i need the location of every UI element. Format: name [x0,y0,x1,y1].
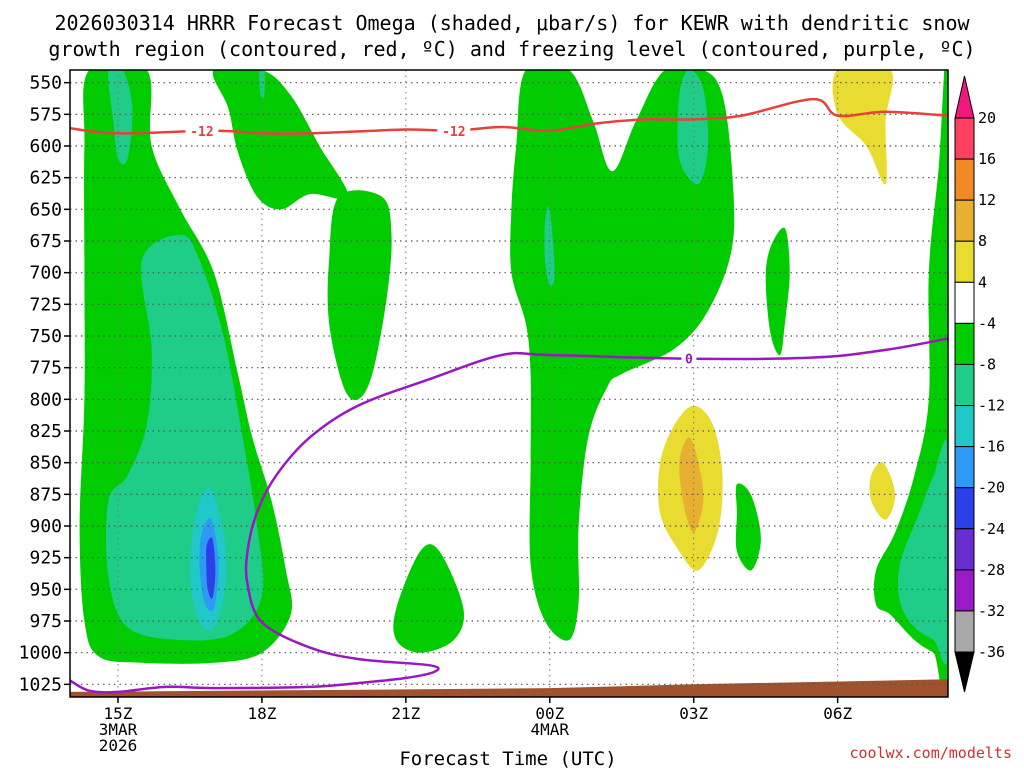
omega-green-blob-0430z [765,227,790,356]
y-tick-label-675: 675 [29,231,62,252]
chart-title-line-1: 2026030314 HRRR Forecast Omega (shaded, … [54,11,970,35]
y-tick-label-775: 775 [29,358,62,379]
x-tick-label-3mar: 3MAR [99,720,138,739]
colorbar-label--28: -28 [978,561,1005,579]
colorbar-label--20: -20 [978,479,1005,497]
colorbar-label--4: -4 [978,314,996,332]
y-tick-label-550: 550 [29,73,62,94]
colorbar-bin-16_20 [954,117,975,160]
colorbar-label-20: 20 [978,109,996,127]
freezing-level-0-label-bg [681,350,697,367]
y-tick-label-850: 850 [29,453,62,474]
colorbar-label--16: -16 [978,438,1005,456]
y-tick-label-625: 625 [29,168,62,189]
y-tick-label-700: 700 [29,263,62,284]
omega-green-column-midnight [510,70,735,641]
omega-darkblue-core [206,537,216,600]
colorbar-label--12: -12 [978,397,1005,415]
omega-green-blob-22z [393,544,465,653]
omega-teal-upper-right [677,70,709,185]
colorbar-bin--36_-32 [954,610,975,653]
colorbar-label--8: -8 [978,355,996,373]
y-tick-label-800: 800 [29,389,62,410]
x-tick-label-4mar: 4MAR [531,720,570,739]
omega-teal-top-2 [259,70,265,99]
y-tick-label-825: 825 [29,421,62,442]
x-tick-label-06z: 06Z [823,704,852,723]
colorbar-bin-12_16 [954,158,975,201]
y-tick-label-575: 575 [29,104,62,125]
omega-teal-right-edge [897,440,948,665]
freezing-level-0-contour-line [70,337,948,694]
omega-yellow-06z-lower [869,462,896,520]
dgz-minus12-contour-line [70,97,948,135]
colorbar-bin--20_-16 [954,446,975,489]
colorbar-bin--4_4 [954,281,975,324]
x-tick-label-18z: 18Z [247,704,276,723]
y-tick-label-650: 650 [29,199,62,220]
colorbar-bin-8_12 [954,199,975,242]
x-tick-label-00z: 00Z [535,704,564,723]
x-axis-title: Forecast Time (UTC) [399,748,616,768]
colorbar-label--32: -32 [978,602,1005,620]
chart-title-line-2: growth region (contoured, red, ºC) and f… [48,37,975,61]
colorbar-top-arrow [954,75,975,119]
y-tick-label-975: 975 [29,611,62,632]
colorbar-bin--28_-24 [954,528,975,571]
colorbar-label--24: -24 [978,520,1005,538]
contour-layer: -12 -12 0 [70,97,948,694]
y-tick-label-1025: 1025 [19,674,62,695]
omega-teal-top-1 [108,70,133,165]
x-tick-label-03z: 03Z [679,704,708,723]
dgz-minus12-contour-label-1: -12 [190,125,213,140]
omega-orange-0230z [679,437,704,533]
colorbar-bin--32_-28 [954,569,975,612]
colorbar-bottom-arrow [954,651,975,693]
credit-text: coolwx.com/modelts [849,744,1012,762]
colorbar-label-8: 8 [978,232,987,250]
colorbar-label-12: 12 [978,191,996,209]
dgz-minus12-contour-label-2: -12 [442,125,465,140]
axes-layer: 550 575 600 625 650 675 700 725 750 775 800 825 850 8… [19,69,949,755]
omega-green-blob-20z [327,190,392,401]
y-tick-label-600: 600 [29,136,62,157]
y-tick-label-750: 750 [29,326,62,347]
y-tick-label-925: 925 [29,548,62,569]
y-tick-label-900: 900 [29,516,62,537]
x-tick-label-2026: 2026 [99,736,138,755]
colorbar-label-4: 4 [978,273,987,291]
colorbar-label--36: -36 [978,643,1005,661]
colorbar-label-16: 16 [978,150,996,168]
colorbar-bin-4_8 [954,240,975,283]
grid-layer [70,70,948,697]
colorbar-bin--8_-4 [954,322,975,365]
colorbar-bin--16_-12 [954,405,975,448]
omega-green-blob-0330z [735,483,761,571]
x-tick-label-21z: 21Z [391,704,420,723]
plot-frame [69,69,949,698]
dgz-minus12-label-bg [437,122,471,139]
y-tick-label-950: 950 [29,579,62,600]
freezing-level-0-contour-label-1: 0 [685,353,693,368]
terrain-surface [70,679,948,697]
colorbar-bin--12_-8 [954,363,975,407]
x-tick-label-15z: 15Z [104,704,133,723]
colorbar-bin--24_-20 [954,487,975,530]
colorbar: 20 16 12 8 4 -4 -8 -12 -16 -20 -24 -28 -32 -36 [954,75,1005,693]
omega-shading-layer [70,70,948,697]
omega-yellow-06z-upper [832,70,894,185]
y-tick-label-725: 725 [29,294,62,315]
dgz-minus12-label-bg [185,123,219,140]
y-tick-label-1000: 1000 [19,643,62,664]
y-tick-label-875: 875 [29,484,62,505]
omega-green-lobe-18z [212,70,349,210]
